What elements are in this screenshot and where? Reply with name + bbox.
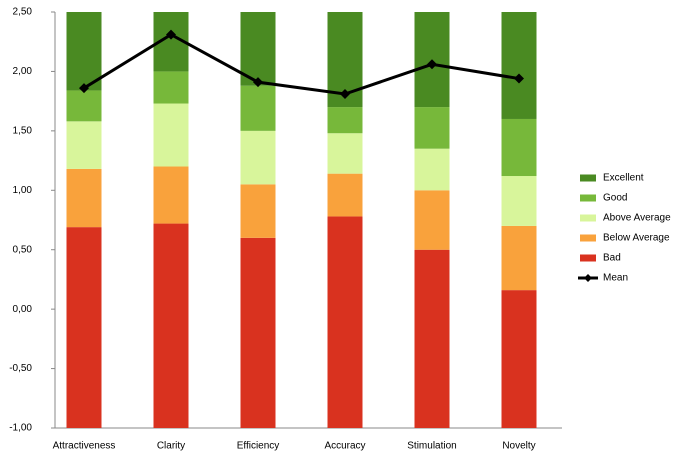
bar-segment	[153, 71, 189, 104]
legend-label: Mean	[603, 273, 628, 284]
mean-marker	[514, 73, 524, 84]
mean-marker	[427, 59, 437, 70]
bar-segment	[501, 176, 537, 226]
y-tick-label: -1,00	[9, 423, 32, 434]
y-tick-label: 1,50	[13, 125, 33, 136]
bar-segment	[240, 237, 276, 428]
x-tick-label: Stimulation	[407, 441, 456, 452]
bar-segment	[501, 225, 537, 291]
bar-segment	[501, 12, 537, 119]
bar-segment	[414, 148, 450, 191]
y-tick-label: -0,50	[9, 363, 32, 374]
bar-segment	[327, 133, 363, 174]
bar-segment	[66, 227, 102, 428]
bar-segment	[414, 107, 450, 149]
mean-marker	[340, 89, 350, 100]
bar-segment	[153, 166, 189, 224]
y-tick-label: 0,00	[13, 304, 33, 315]
legend-swatch	[580, 214, 596, 222]
mean-marker	[79, 83, 89, 94]
mean-marker	[253, 77, 263, 88]
y-tick-label: 1,00	[13, 185, 33, 196]
legend-swatch	[580, 174, 596, 182]
legend-label: Excellent	[603, 173, 644, 184]
bar-segment	[66, 12, 102, 91]
bar-segment	[240, 12, 276, 86]
bar-segment	[240, 184, 276, 238]
legend-label: Bad	[603, 253, 621, 264]
bar-segment	[327, 216, 363, 428]
mean-line	[83, 32, 520, 96]
x-tick-label: Efficiency	[237, 441, 280, 452]
legend-swatch	[580, 234, 596, 242]
bar-segment	[327, 107, 363, 134]
legend-swatch	[580, 194, 596, 202]
bar-segment	[501, 290, 537, 428]
x-tick-label: Novelty	[502, 441, 535, 452]
legend-label: Good	[603, 193, 627, 204]
x-tick-label: Accuracy	[324, 441, 365, 452]
bar-segment	[501, 118, 537, 177]
bar-segment	[66, 90, 102, 122]
y-tick-label: 2,50	[13, 7, 33, 18]
legend-label: Below Average	[603, 233, 670, 244]
bar-segment	[66, 168, 102, 228]
legend-label: Above Average	[603, 213, 671, 224]
x-tick-label: Attractiveness	[53, 441, 116, 452]
legend-marker	[584, 274, 592, 282]
y-tick-label: 0,50	[13, 244, 33, 255]
y-tick-label: 2,00	[13, 66, 33, 77]
bar-segment	[153, 103, 189, 167]
mean-marker	[166, 29, 176, 40]
x-tick-label: Clarity	[157, 441, 185, 452]
legend-swatch	[580, 254, 596, 262]
bar-segment	[327, 173, 363, 217]
bar-segment	[240, 85, 276, 131]
bar-segment	[66, 121, 102, 169]
bar-segment	[414, 249, 450, 428]
bar-segment	[153, 223, 189, 428]
bar-segment	[414, 190, 450, 250]
bar-segment	[240, 130, 276, 185]
